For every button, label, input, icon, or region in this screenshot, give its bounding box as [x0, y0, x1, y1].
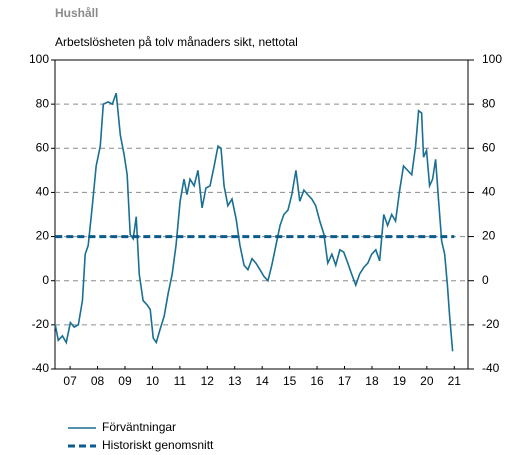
y2-tick-label: 20: [482, 229, 496, 243]
x-tick-label: 15: [283, 374, 297, 388]
y2-tick-label: 60: [482, 140, 496, 154]
x-tick-label: 08: [91, 374, 105, 388]
x-tick-label: 21: [448, 374, 462, 388]
y2-tick-label: 100: [482, 52, 502, 66]
y2-tick-label: 0: [482, 273, 489, 287]
legend-label: Historiskt genomsnitt: [102, 438, 214, 452]
y-tick-label: 60: [36, 140, 50, 154]
y-tick-label: 0: [42, 273, 49, 287]
y-tick-label: 20: [36, 229, 50, 243]
y-tick-label: 100: [29, 52, 49, 66]
chart-subtitle: Arbetslösheten på tolv månaders sikt, ne…: [55, 35, 298, 49]
y-tick-label: -40: [32, 361, 50, 375]
x-tick-label: 12: [201, 374, 215, 388]
y2-tick-label: 80: [482, 96, 496, 110]
x-tick-label: 17: [338, 374, 352, 388]
x-tick-label: 14: [256, 374, 270, 388]
y-tick-label: 80: [36, 96, 50, 110]
chart-title: Hushåll: [55, 6, 98, 20]
x-tick-label: 11: [174, 374, 187, 388]
plot-frame: [54, 59, 469, 370]
y-tick-label: -20: [32, 317, 50, 331]
x-tick-label: 18: [365, 374, 379, 388]
y2-tick-label: -20: [482, 317, 500, 331]
legend-label: Förväntningar: [102, 420, 176, 434]
x-tick-label: 20: [420, 374, 434, 388]
x-tick-label: 09: [118, 374, 132, 388]
x-tick-label: 13: [228, 374, 242, 388]
y2-tick-label: -40: [482, 361, 500, 375]
y2-tick-label: 40: [482, 185, 496, 199]
x-tick-label: 19: [393, 374, 407, 388]
x-tick-label: 16: [310, 374, 324, 388]
x-tick-label: 10: [146, 374, 160, 388]
y-tick-label: 40: [36, 185, 50, 199]
series-line: [54, 92, 454, 352]
x-tick-label: 07: [63, 374, 77, 388]
